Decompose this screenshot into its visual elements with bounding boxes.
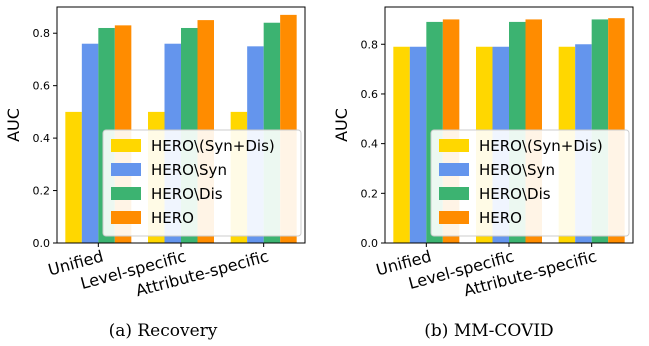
legend-swatch [111,163,141,176]
legend-label: HERO\Syn [151,161,227,179]
legend-swatch [111,139,141,152]
legend-label: HERO [479,209,522,227]
y-tick-label: 0.8 [33,27,51,40]
legend-label: HERO [151,209,194,227]
chart-mm-covid: 0.00.20.40.60.8UnifiedLevel-specificAttr… [332,6,634,341]
y-tick-label: 0.2 [361,187,379,200]
legend-swatch [439,187,469,200]
y-axis-label: AUC [332,108,351,142]
figure-caption: (b) MM-COVID [424,321,553,341]
legend-box [102,129,302,237]
figure-caption: (a) Recovery [109,321,218,341]
y-tick-label: 0.4 [361,138,379,151]
y-tick-label: 0.2 [33,185,51,198]
bar-hero-syn-0 [409,46,427,243]
legend-swatch [439,163,469,176]
bar-hero-syn-dis--0 [393,46,410,243]
legend-label: HERO\(Syn+Dis) [479,137,603,155]
legend-box [430,129,630,237]
bar-hero-syn-0 [81,43,99,244]
y-tick-label: 0.6 [361,88,379,101]
legend-label: HERO\(Syn+Dis) [151,137,275,155]
legend-swatch [439,211,469,224]
legend-label: HERO\Dis [479,185,551,203]
legend-swatch [111,211,141,224]
legend: HERO\(Syn+Dis) HERO\Syn HERO\Dis HERO [102,129,302,237]
legend-swatch [439,139,469,152]
bar-hero-syn-dis--0 [65,111,82,243]
legend: HERO\(Syn+Dis) HERO\Syn HERO\Dis HERO [430,129,630,237]
y-tick-label: 0.4 [33,132,51,145]
chart-recovery: 0.00.20.40.60.8UnifiedLevel-specificAttr… [4,6,306,341]
y-tick-label: 0.0 [361,237,379,250]
legend-label: HERO\Syn [479,161,555,179]
y-tick-label: 0.0 [33,237,51,250]
legend-swatch [111,187,141,200]
y-tick-label: 0.8 [361,38,379,51]
legend-label: HERO\Dis [151,185,223,203]
y-tick-label: 0.6 [33,80,51,93]
y-axis-label: AUC [4,108,23,142]
